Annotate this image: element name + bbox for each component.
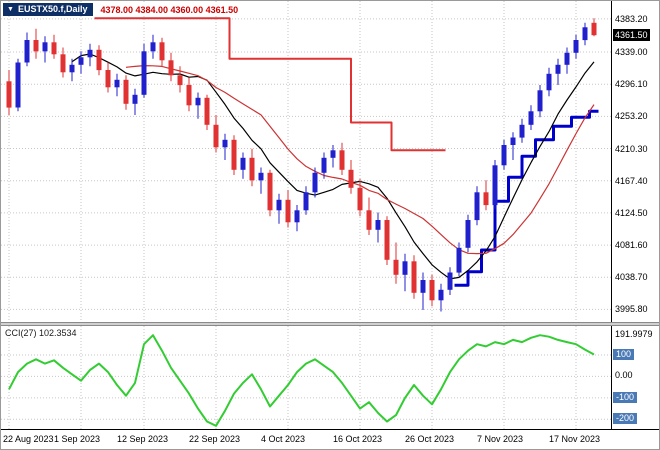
cci-indicator-label: CCI(27) 102.3534 [5, 328, 77, 338]
symbol-label: EUSTX50.f,Daily [17, 4, 88, 14]
cci-axis[interactable]: 191.9979 100 0.00 -100 -200 [611, 326, 659, 429]
price-axis-label: 4296.10 [615, 79, 648, 90]
pane-divider[interactable] [1, 322, 659, 326]
price-axis-label: 4339.00 [615, 47, 648, 57]
cci-axis-label: 0.00 [615, 370, 633, 381]
price-axis-label: 4081.60 [615, 240, 648, 251]
time-axis-label: 22 Aug 2023 [3, 434, 54, 444]
time-axis-label: 22 Sep 2023 [189, 434, 241, 444]
cci-chart[interactable] [1, 326, 611, 429]
time-axis-label: 26 Oct 2023 [405, 434, 455, 444]
price-axis-label: 4167.40 [615, 175, 648, 186]
cci-axis-label: -100 [613, 391, 638, 403]
price-axis[interactable]: 4383.20 4339.00 4296.10 4253.20 4210.30 4167.… [611, 1, 659, 322]
price-axis-label: 4253.20 [615, 111, 648, 122]
price-axis-label: 4124.50 [615, 207, 648, 218]
time-axis-label: 16 Oct 2023 [333, 434, 383, 444]
chart-header: ▼ EUSTX50.f,Daily 4378.00 4384.00 4360.0… [3, 3, 241, 16]
time-axis-label: 7 Nov 2023 [477, 434, 524, 444]
price-axis-label: 4383.20 [615, 13, 648, 24]
symbol-selector-button[interactable]: ▼ EUSTX50.f,Daily [3, 3, 94, 16]
cci-axis-label: 191.9979 [615, 329, 653, 340]
cci-indicator-pane: CCI(27) 102.3534 191.9979 100 0.00 -100 -200 [1, 326, 659, 429]
time-axis[interactable]: 22 Aug 2023 1 Sep 2023 12 Sep 2023 22 Sep 2… [1, 429, 659, 449]
cci-axis-label: 100 [613, 348, 635, 360]
time-axis-label: 1 Sep 2023 [54, 434, 101, 444]
price-axis-label: 4210.30 [615, 143, 648, 154]
time-axis-label: 4 Oct 2023 [261, 434, 306, 444]
price-axis-label: 3995.80 [615, 304, 648, 315]
current-price-tag: 4361.50 [613, 29, 650, 42]
ohlc-readout: 4378.00 4384.00 4360.00 4361.50 [98, 3, 241, 16]
time-axis-label: 17 Nov 2023 [549, 434, 601, 444]
time-axis-label: 12 Sep 2023 [117, 434, 169, 444]
symbol-dropdown-icon: ▼ [7, 5, 14, 13]
main-chart-pane: ▼ EUSTX50.f,Daily 4378.00 4384.00 4360.0… [1, 1, 659, 322]
candlestick-chart[interactable] [1, 1, 611, 322]
price-axis-label: 4038.70 [615, 272, 648, 283]
cci-axis-label: -200 [613, 413, 638, 425]
